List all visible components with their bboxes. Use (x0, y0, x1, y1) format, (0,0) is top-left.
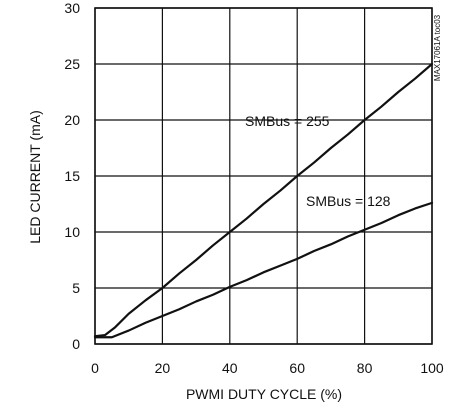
y-axis-title: LED CURRENT (mA) (27, 110, 43, 244)
series-label-smbus-128: SMBus = 128 (306, 193, 391, 209)
x-tick-label: 40 (222, 360, 238, 376)
y-tick-label: 20 (64, 112, 80, 128)
x-tick-label: 100 (420, 360, 444, 376)
grid-layer (94, 7, 433, 345)
plot-frame (94, 7, 433, 345)
x-tick-label: 60 (289, 360, 305, 376)
tick-labels: 0 20 40 60 80 100 0 5 10 15 20 25 30 (64, 0, 443, 376)
y-tick-label: 15 (64, 168, 80, 184)
x-tick-label: 0 (91, 360, 99, 376)
y-tick-label: 25 (64, 56, 80, 72)
series-lines (93, 62, 434, 339)
x-tick-label: 80 (357, 360, 373, 376)
series-line-smbus-255 (93, 62, 434, 338)
series-label-smbus-255: SMBus = 255 (245, 113, 330, 129)
y-tick-label: 0 (72, 336, 80, 352)
series-line-smbus-128 (93, 201, 434, 339)
y-tick-label: 5 (72, 280, 80, 296)
y-tick-label: 10 (64, 224, 80, 240)
x-axis-title: PWMI DUTY CYCLE (%) (186, 386, 342, 402)
side-label: MAX17061A toc03 (433, 14, 442, 81)
x-tick-label: 20 (155, 360, 171, 376)
y-tick-label: 30 (64, 0, 80, 16)
